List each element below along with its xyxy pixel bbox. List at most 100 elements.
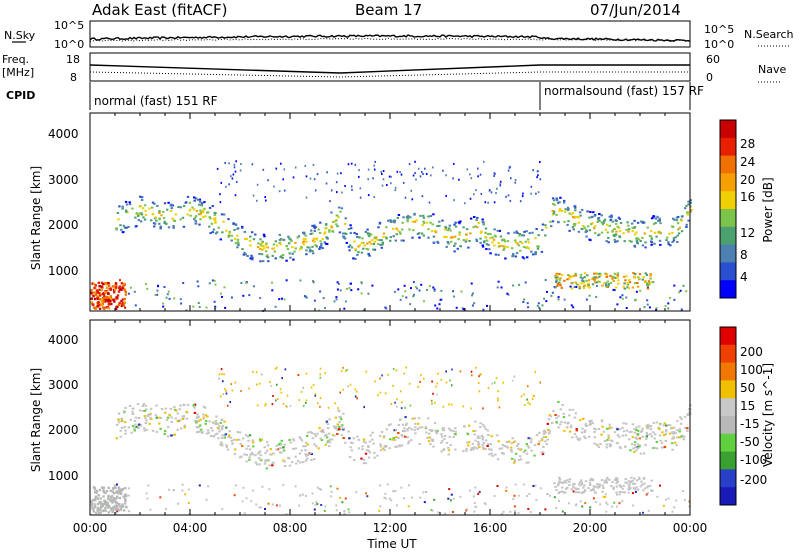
scatter-cell-31 [385,226,388,229]
scatter-cell-1319 [92,306,96,309]
scatter-cell-1268 [299,279,302,282]
colorbar-segment [720,380,736,399]
scatter-cell-842 [679,416,682,419]
scatter-cell-796 [638,437,641,440]
scatter-cell-526 [208,420,211,423]
scatter-cell-312 [224,433,228,436]
scatter-cell-18 [482,447,485,450]
scatter-cell-157 [626,221,629,224]
scatter-cell-319 [522,451,525,454]
scatter-cell-978 [390,182,392,185]
scatter-cell-808 [562,201,566,204]
scatter-cell-456 [608,426,611,429]
scatter-cell-1395 [124,493,127,496]
scatter-cell-938 [267,179,269,182]
scatter-cell-349 [510,442,513,445]
scatter-cell-718 [634,436,637,439]
scatter-cell-98 [621,434,625,437]
scatter-cell-339 [163,202,167,205]
scatter-cell-157 [242,437,245,440]
scatter-cell-219 [536,247,540,250]
scatter-cell-740 [328,432,331,435]
scatter-cell-323 [223,436,227,439]
scatter-cell-950 [373,164,375,167]
power-ytick-1000: 1000 [48,264,79,278]
scatter-cell-254 [238,456,242,459]
scatter-cell-1214 [532,485,535,487]
scatter-cell-699 [631,222,634,225]
scatter-cell-406 [144,213,148,216]
scatter-cell-1201 [181,483,184,486]
scatter-cell-173 [668,432,672,435]
scatter-cell-1365 [113,500,116,503]
scatter-cell-391 [522,257,526,260]
scatter-cell-505 [138,409,142,412]
scatter-cell-926 [232,173,235,176]
scatter-cell-1260 [271,281,273,284]
scatter-cell-1245 [546,493,549,496]
scatter-cell-117 [326,436,329,439]
scatter-cell-838 [382,447,385,450]
scatter-cell-517 [454,225,458,228]
scatter-cell-7 [535,228,538,230]
scatter-cell-483 [687,219,690,222]
scatter-cell-803 [225,426,228,429]
scatter-cell-443 [236,431,239,433]
scatter-cell-576 [320,244,323,247]
scatter-cell-454 [559,196,562,199]
scatter-cell-426 [548,414,552,417]
scatter-cell-860 [528,232,531,235]
scatter-cell-1168 [156,293,159,296]
scatter-cell-881 [214,221,217,224]
scatter-cell-1341 [112,492,116,495]
scatter-cell-299 [554,414,557,416]
scatter-cell-531 [512,441,516,444]
scatter-cell-229 [521,234,524,237]
scatter-cell-304 [560,420,563,423]
scatter-cell-939 [417,167,420,170]
noise-left-tick-top: 10^5 [54,19,84,32]
scatter-cell-1087 [527,508,530,510]
scatter-cell-85 [350,246,354,249]
scatter-cell-1523 [564,487,568,490]
scatter-cell-260 [552,212,556,215]
scatter-cell-909 [379,377,381,380]
scatter-cell-734 [686,213,689,216]
scatter-cell-279 [368,254,371,257]
scatter-cell-1071 [315,501,318,504]
scatter-cell-938 [436,393,438,396]
scatter-cell-612 [577,439,581,442]
scatter-cell-453 [115,437,118,440]
scatter-cell-1533 [582,491,585,494]
scatter-cell-960 [459,370,462,373]
scatter-cell-747 [608,215,611,218]
noise-right-tick-bottom: 10^0 [704,38,734,51]
scatter-cell-1541 [585,279,588,282]
scatter-cell-442 [291,461,294,464]
scatter-cell-1406 [121,286,124,289]
scatter-cell-1222 [419,496,422,499]
scatter-cell-1481 [560,286,563,289]
scatter-cell-130 [402,239,405,242]
scatter-cell-373 [660,442,664,445]
scatter-cell-1226 [279,504,281,507]
scatter-cell-1048 [334,402,336,405]
scatter-cell-1322 [107,494,110,497]
scatter-cell-51 [552,202,555,205]
scatter-cell-1272 [512,284,515,287]
scatter-cell-77 [117,421,121,424]
scatter-cell-96 [289,256,292,259]
scatter-cell-1530 [624,478,627,480]
scatter-cell-811 [235,242,239,245]
scatter-cell-235 [679,422,683,425]
scatter-cell-541 [257,457,261,460]
scatter-cell-1047 [469,173,471,176]
scatter-cell-165 [179,206,182,209]
scatter-cell-1407 [117,286,121,289]
power-cb-28: 28 [740,137,755,151]
scatter-cell-581 [603,440,607,442]
scatter-cell-1478 [590,477,593,480]
scatter-cell-860 [447,453,450,456]
scatter-cell-66 [686,429,689,432]
scatter-cell-1041 [218,377,220,380]
